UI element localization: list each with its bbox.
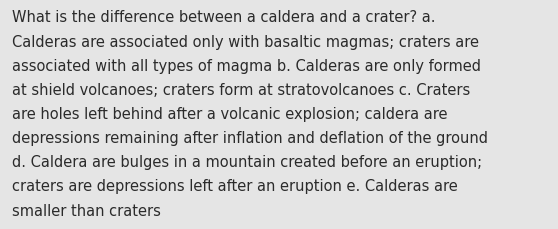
- Text: smaller than craters: smaller than craters: [12, 203, 161, 218]
- Text: are holes left behind after a volcanic explosion; caldera are: are holes left behind after a volcanic e…: [12, 106, 448, 121]
- Text: Calderas are associated only with basaltic magmas; craters are: Calderas are associated only with basalt…: [12, 34, 479, 49]
- Text: craters are depressions left after an eruption e. Calderas are: craters are depressions left after an er…: [12, 179, 458, 194]
- Text: depressions remaining after inflation and deflation of the ground: depressions remaining after inflation an…: [12, 131, 488, 145]
- Text: What is the difference between a caldera and a crater? a.: What is the difference between a caldera…: [12, 10, 436, 25]
- Text: associated with all types of magma b. Calderas are only formed: associated with all types of magma b. Ca…: [12, 58, 482, 73]
- Text: d. Caldera are bulges in a mountain created before an eruption;: d. Caldera are bulges in a mountain crea…: [12, 155, 483, 169]
- Text: at shield volcanoes; craters form at stratovolcanoes c. Craters: at shield volcanoes; craters form at str…: [12, 82, 470, 97]
